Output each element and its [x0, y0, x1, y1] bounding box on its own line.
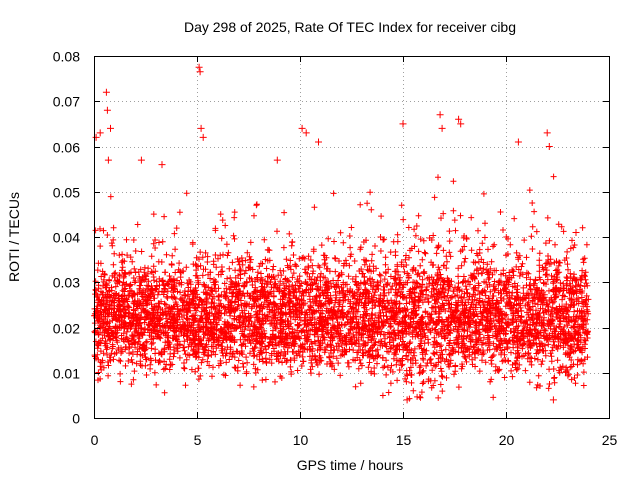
- data-point: [399, 120, 407, 128]
- y-tick-label: 0.06: [53, 140, 80, 156]
- y-tick-label: 0.01: [53, 366, 80, 382]
- chart-title: Day 298 of 2025, Rate Of TEC Index for r…: [184, 19, 516, 35]
- y-tick-label: 0.04: [53, 230, 80, 246]
- y-tick-label: 0.03: [53, 275, 80, 291]
- data-point: [195, 63, 203, 71]
- x-tick-label: 0: [91, 432, 99, 448]
- y-axis-label: ROTI / TECUs: [6, 192, 22, 282]
- data-point: [298, 124, 306, 132]
- data-point: [315, 138, 322, 146]
- data-point: [436, 111, 444, 119]
- data-point: [403, 396, 411, 404]
- data-point: [514, 138, 522, 146]
- y-tick-label: 0: [72, 411, 80, 427]
- x-tick-label: 25: [602, 432, 618, 448]
- y-tick-label: 0.02: [53, 321, 80, 337]
- y-tick-label: 0.05: [53, 185, 80, 201]
- data-point: [102, 88, 110, 96]
- data-point: [199, 133, 207, 141]
- data-point: [137, 156, 145, 164]
- plot-frame: [94, 56, 610, 419]
- data-point: [457, 120, 465, 128]
- x-tick-label: 15: [396, 432, 412, 448]
- data-point: [543, 129, 551, 137]
- data-points: [91, 63, 592, 404]
- data-point: [196, 68, 204, 76]
- data-point: [273, 156, 281, 164]
- data-point: [104, 156, 112, 164]
- data-point: [572, 229, 580, 236]
- data-point: [545, 143, 553, 150]
- x-axis-label: GPS time / hours: [297, 457, 404, 473]
- data-point: [549, 396, 557, 404]
- y-tick-label: 0.07: [53, 94, 80, 110]
- data-point: [438, 124, 446, 132]
- x-tick-label: 5: [194, 432, 202, 448]
- y-tick-label: 0.08: [53, 49, 80, 65]
- data-point: [96, 129, 104, 137]
- axes: 0 5 10 15 20 25 0 0.01 0.02 0.03 0.04 0.05 0.06 0.07 0…: [53, 49, 618, 449]
- data-point: [158, 161, 166, 169]
- data-point: [302, 129, 310, 137]
- data-point: [455, 115, 463, 123]
- x-tick-label: 20: [499, 432, 515, 448]
- data-point: [107, 124, 114, 132]
- x-tick-label: 10: [293, 432, 309, 448]
- data-point: [92, 133, 100, 141]
- scatter-cloud: [91, 173, 592, 402]
- data-point: [103, 106, 111, 114]
- data-point: [197, 124, 205, 132]
